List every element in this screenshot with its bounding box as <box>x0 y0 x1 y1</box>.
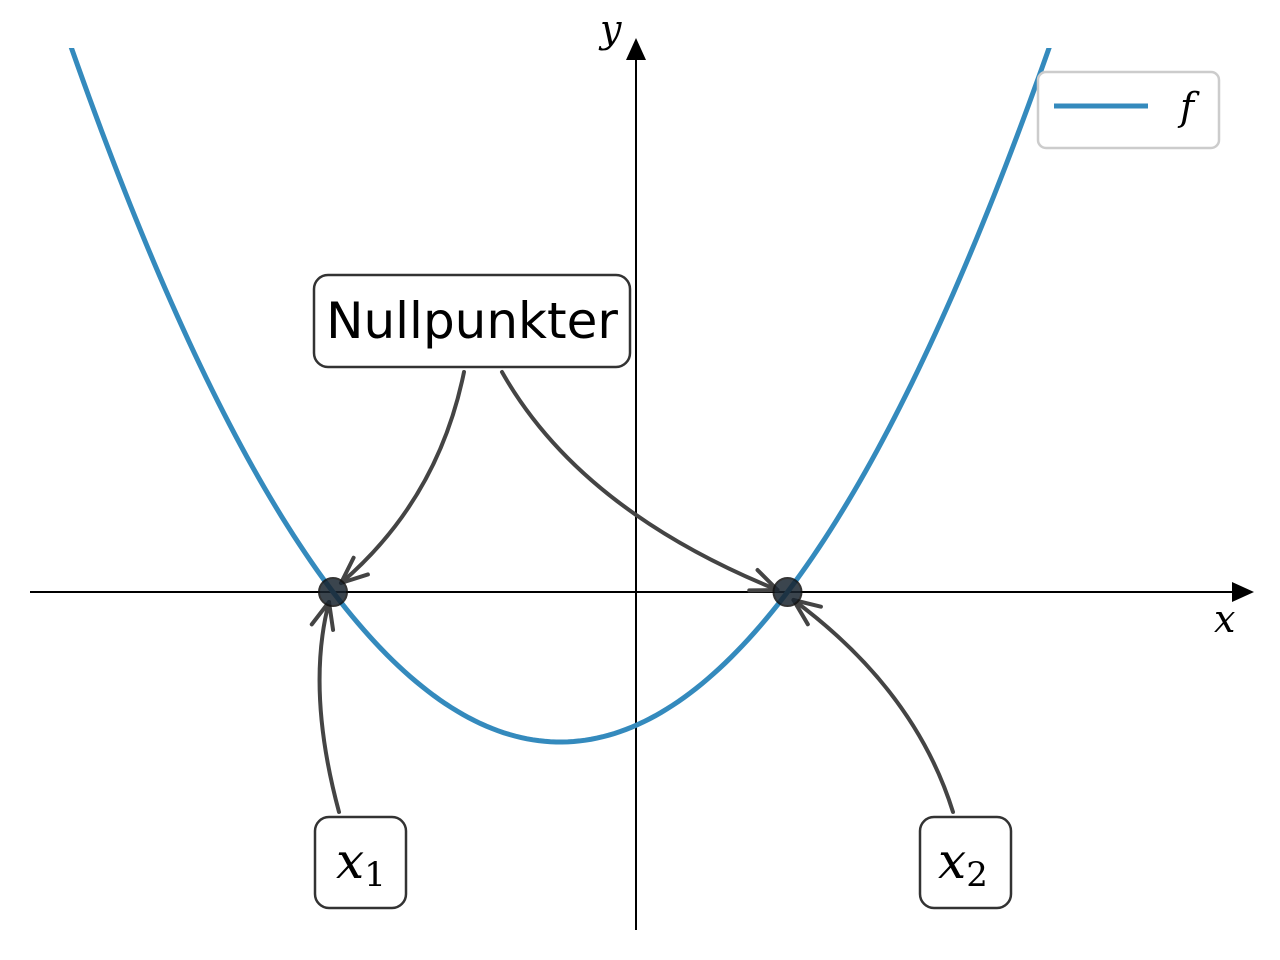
y-axis-label: y <box>598 7 622 51</box>
arrow-label-x1-to-root <box>317 600 341 814</box>
annotation-nullpunkter-box <box>312 273 632 369</box>
root-point-x2 <box>772 577 803 607</box>
axes: x y <box>30 7 1254 930</box>
arrow-nullpunkter-to-x2 <box>500 370 780 592</box>
point-label-x1-sub: 1 <box>364 855 386 895</box>
series-line-f <box>68 48 1052 745</box>
point-label-x2-sub: 2 <box>966 855 988 895</box>
point-label-x2-text: x2 <box>938 832 988 895</box>
legend: f <box>1036 70 1221 150</box>
annotation-nullpunkter-text: Nullpunkter <box>326 292 618 350</box>
x-axis-arrowhead <box>1232 582 1254 602</box>
x-axis-label: x <box>1214 597 1235 641</box>
point-label-x1-main: x <box>336 832 364 890</box>
point-label-x2-main: x <box>938 832 966 890</box>
point-label-x1-text: x1 <box>336 832 386 895</box>
legend-box <box>1036 70 1221 150</box>
point-label-x2: x2 <box>918 815 1013 910</box>
point-label-x1: x1 <box>313 815 408 910</box>
root-point-x1 <box>318 577 348 607</box>
annotation-nullpunkter: Nullpunkter <box>312 273 632 369</box>
point-label-x1-box <box>313 815 408 910</box>
arrow-nullpunkter-to-x1 <box>339 370 466 585</box>
y-axis-arrowhead <box>626 38 646 60</box>
point-label-x2-box <box>918 815 1013 910</box>
arrow-label-x2-to-root <box>791 598 955 814</box>
